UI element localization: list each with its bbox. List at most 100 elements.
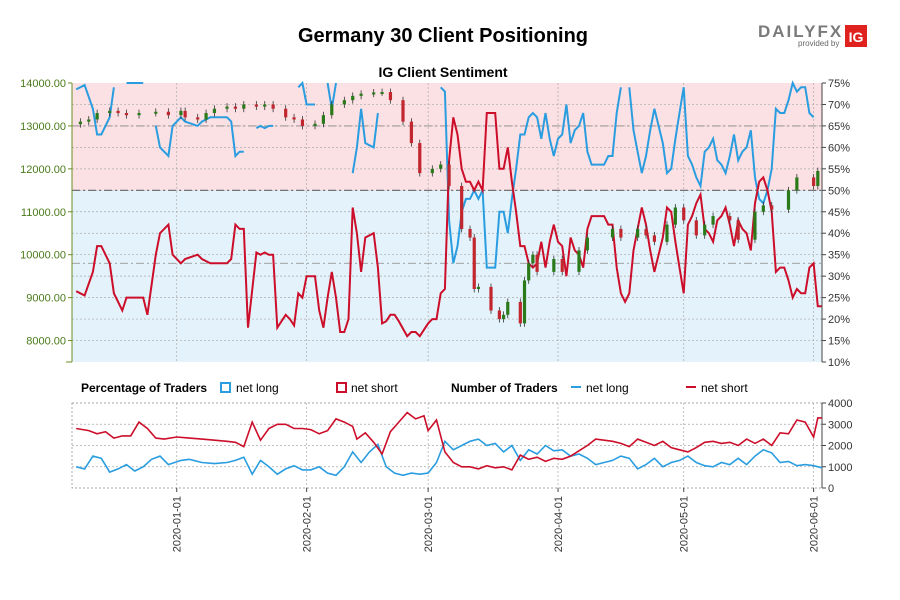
candle-body bbox=[225, 106, 229, 109]
ig-badge-text: IG bbox=[849, 29, 864, 45]
candle-body bbox=[78, 121, 82, 125]
date-tick-label: 2020-03-01 bbox=[423, 496, 435, 552]
left-tick-label: 11000.00 bbox=[21, 207, 66, 219]
bottom-tick-label: 1000 bbox=[828, 462, 852, 474]
candle-body bbox=[212, 108, 217, 114]
candle-body bbox=[472, 237, 476, 290]
candle-body bbox=[116, 110, 120, 114]
candle-body bbox=[401, 100, 405, 122]
candle-body bbox=[196, 117, 200, 120]
legend-percentage-label: Percentage of Traders bbox=[81, 381, 207, 395]
candle-body bbox=[795, 177, 799, 191]
date-tick-label: 2020-01-01 bbox=[172, 496, 184, 552]
candle-body bbox=[522, 280, 527, 324]
date-tick-label: 2020-02-01 bbox=[302, 496, 314, 552]
candle-body bbox=[183, 110, 187, 118]
sentiment-subtitle: IG Client Sentiment bbox=[378, 64, 507, 80]
candle-body bbox=[560, 258, 564, 272]
right-tick-label: 20% bbox=[828, 314, 850, 326]
candle-body bbox=[497, 310, 501, 320]
candle-body bbox=[636, 228, 640, 238]
ig-badge bbox=[845, 25, 867, 47]
candle-body bbox=[552, 258, 556, 272]
candle-body bbox=[439, 164, 443, 169]
candle-body bbox=[531, 254, 535, 264]
candle-body bbox=[460, 186, 464, 229]
net-short-line bbox=[75, 112, 822, 338]
right-tick-label: 35% bbox=[828, 250, 850, 262]
candle-body bbox=[372, 92, 376, 95]
bottom-tick-label: 0 bbox=[828, 483, 834, 495]
candle-body bbox=[610, 228, 615, 238]
legend-number-label: Number of Traders bbox=[451, 381, 558, 395]
candle-body bbox=[673, 207, 677, 225]
candle-body bbox=[711, 216, 715, 225]
right-tick-label: 15% bbox=[828, 336, 850, 348]
legend: Percentage of Traders net long net short… bbox=[81, 381, 748, 395]
candle-body bbox=[812, 177, 816, 187]
candle-body bbox=[501, 314, 506, 320]
dailyfx-logo: DAILYFX provided by IG bbox=[758, 22, 867, 48]
candle-body bbox=[124, 113, 129, 116]
right-tick-label: 40% bbox=[828, 228, 850, 240]
candle-body bbox=[108, 110, 112, 114]
candle-body bbox=[284, 108, 288, 118]
legend-pct-short-swatch bbox=[336, 382, 347, 393]
legend-pct-short-label: net short bbox=[351, 381, 398, 395]
candle-body bbox=[489, 286, 493, 311]
candle-body bbox=[351, 95, 355, 101]
legend-pct-long-label: net long bbox=[236, 381, 279, 395]
candle-body bbox=[518, 301, 522, 324]
trader-count-long-line bbox=[76, 438, 823, 477]
candle-body bbox=[137, 113, 141, 116]
candle-body bbox=[388, 92, 393, 101]
candle-body bbox=[254, 104, 258, 107]
right-tick-label: 60% bbox=[828, 142, 850, 154]
candle-body bbox=[476, 286, 481, 290]
right-tick-label: 10% bbox=[828, 357, 850, 369]
candle-body bbox=[682, 207, 686, 221]
sentiment-panel: 8000.00 9000.00 10000.00 11000.00 12000.00 13… bbox=[20, 78, 850, 369]
candle-body bbox=[204, 113, 208, 120]
date-tick-label: 2020-06-01 bbox=[809, 496, 821, 552]
date-tick-label: 2020-05-01 bbox=[679, 496, 691, 552]
candle-body bbox=[506, 301, 510, 315]
candle-body bbox=[447, 164, 451, 187]
candle-body bbox=[619, 228, 623, 238]
candle-body bbox=[652, 235, 657, 242]
legend-num-short-label: net short bbox=[701, 381, 748, 395]
bottom-tick-label: 4000 bbox=[828, 398, 852, 410]
candle-body bbox=[263, 104, 267, 107]
candle-body bbox=[535, 254, 539, 272]
candle-body bbox=[313, 123, 317, 126]
right-tick-label: 45% bbox=[828, 207, 850, 219]
candle-body bbox=[342, 100, 346, 105]
right-tick-label: 65% bbox=[828, 121, 850, 133]
candle-body bbox=[585, 237, 589, 251]
candle-body bbox=[665, 224, 669, 242]
candle-body bbox=[728, 216, 732, 221]
right-tick-label: 75% bbox=[828, 78, 850, 90]
candle-body bbox=[321, 115, 325, 124]
candle-body bbox=[753, 211, 757, 240]
right-tick-label: 50% bbox=[828, 185, 850, 197]
left-tick-label: 14000.00 bbox=[20, 78, 66, 90]
candle-body bbox=[271, 104, 275, 109]
candle-body bbox=[95, 113, 99, 120]
candle-body bbox=[816, 170, 820, 187]
trader-count-short-line bbox=[76, 411, 822, 471]
candle-body bbox=[418, 143, 422, 174]
left-tick-label: 9000.00 bbox=[26, 293, 66, 305]
date-tick-label: 2020-04-01 bbox=[553, 496, 565, 552]
candle-body bbox=[87, 119, 91, 122]
candle-body bbox=[644, 228, 648, 236]
candle-body bbox=[761, 205, 765, 212]
candle-body bbox=[233, 106, 238, 109]
candle-body bbox=[577, 250, 581, 272]
candle-body bbox=[359, 93, 363, 96]
candle-body bbox=[166, 111, 170, 116]
candle-body bbox=[179, 110, 183, 116]
candle-body bbox=[300, 119, 305, 126]
right-tick-label: 30% bbox=[828, 271, 850, 283]
